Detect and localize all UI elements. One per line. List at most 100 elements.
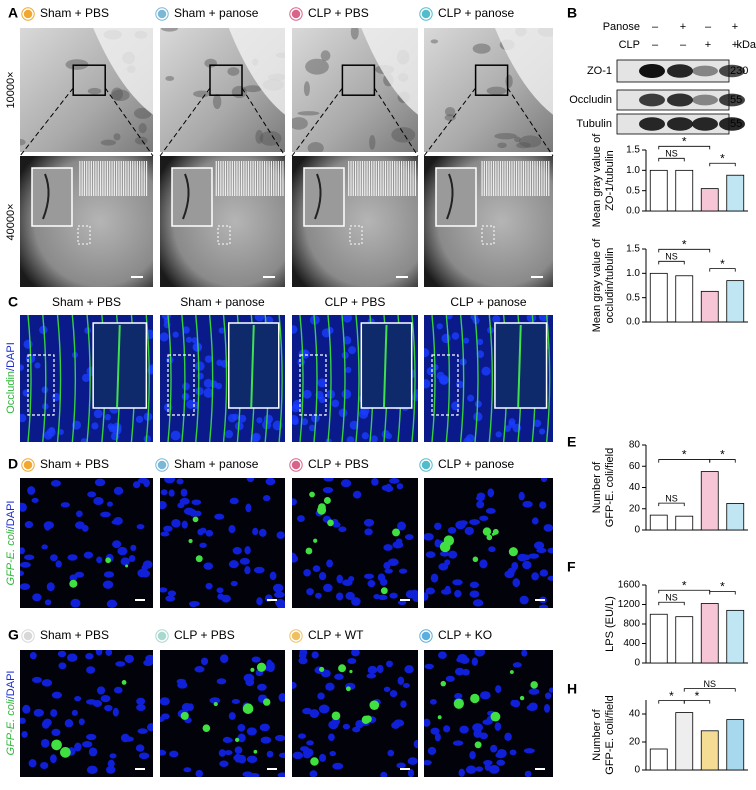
nucleus [331, 399, 340, 408]
y-tick-label: 0.0 [626, 206, 640, 217]
nucleus [424, 379, 431, 389]
nucleus [251, 656, 261, 663]
organelle [369, 134, 376, 150]
nucleus [81, 373, 91, 382]
occludin-stain [545, 315, 551, 442]
legend-ring [21, 458, 35, 472]
size-label: 55 [730, 118, 742, 130]
zoom-line [241, 87, 286, 157]
nucleus [244, 566, 251, 575]
nucleus [384, 568, 393, 574]
nucleus [41, 544, 48, 550]
y-tick-label: 1200 [618, 599, 641, 610]
comparison-bracket [683, 700, 711, 704]
legend-marker [290, 459, 302, 471]
bacteria [234, 737, 240, 742]
nucleus [338, 408, 348, 418]
dash-box [217, 225, 231, 245]
nucleus [476, 500, 485, 509]
nucleus [143, 659, 153, 667]
bar [649, 169, 668, 212]
nucleus [345, 366, 352, 374]
organelle [505, 74, 513, 88]
nucleus [191, 337, 198, 344]
nucleus [246, 478, 255, 483]
nucleus [31, 676, 42, 683]
occludin-stain [445, 315, 451, 442]
nucleus [533, 419, 542, 428]
micrograph [424, 478, 553, 608]
bacteria [202, 724, 211, 732]
nucleus [351, 650, 360, 657]
nucleus [39, 325, 48, 335]
nucleus [495, 431, 502, 438]
bacteria [323, 497, 331, 504]
bar [726, 174, 745, 212]
bacteria [369, 700, 380, 711]
legend-marker [156, 8, 168, 20]
organelle [138, 123, 147, 134]
nucleus [165, 595, 176, 602]
occludin-stain [222, 315, 228, 442]
comparison-bracket [658, 145, 711, 150]
legend-marker [22, 8, 34, 20]
nucleus [519, 595, 529, 605]
sign: – [652, 21, 659, 33]
nucleus [539, 501, 547, 509]
band [719, 117, 745, 131]
nucleus [205, 582, 213, 590]
panel-letter: A [8, 5, 18, 21]
nucleus [70, 598, 81, 608]
nucleus [539, 604, 549, 608]
sign: – [652, 39, 659, 51]
bacteria [530, 681, 538, 689]
nucleus [278, 693, 285, 702]
micrograph [20, 650, 153, 777]
bacteria [69, 579, 78, 588]
nucleus [189, 602, 197, 608]
y-axis-label: GFP-E. coli/field [604, 695, 616, 774]
significance: * [682, 578, 687, 592]
dash-box [431, 354, 459, 416]
band-label: Occludin [569, 94, 612, 106]
nucleus [41, 679, 53, 687]
nucleus [164, 478, 176, 484]
nucleus [20, 364, 25, 371]
nucleus [376, 664, 384, 674]
nucleus [216, 359, 223, 366]
nucleus [361, 432, 369, 440]
panel-letter: H [567, 681, 577, 697]
nucleus [297, 733, 307, 739]
nucleus [303, 752, 312, 759]
nucleus [92, 699, 103, 708]
membrane [93, 28, 153, 115]
nucleus [103, 571, 115, 578]
nucleus [458, 520, 468, 526]
legend-marker [420, 8, 432, 20]
occludin-stain [431, 315, 436, 442]
nucleus [292, 399, 303, 410]
significance: * [682, 448, 687, 462]
nucleus [445, 315, 453, 320]
nucleus [389, 592, 398, 599]
nucleus [160, 749, 167, 756]
legend-ring [289, 458, 303, 472]
comparison-bracket [683, 688, 736, 692]
nucleus [509, 749, 517, 756]
nucleus [475, 766, 484, 772]
nucleus [292, 325, 298, 334]
nucleus [48, 426, 55, 434]
y-tick-label: 40 [629, 709, 641, 720]
organelle [227, 67, 240, 76]
band [639, 117, 665, 131]
legend-marker [290, 630, 302, 642]
nucleus [323, 478, 334, 482]
nucleus [137, 728, 148, 734]
legend-marker [22, 459, 34, 471]
nucleus [342, 336, 352, 345]
bacteria [439, 541, 451, 553]
nucleus [425, 551, 436, 559]
significance: NS [665, 494, 678, 504]
zoom-line [373, 87, 419, 157]
nucleus [317, 692, 325, 700]
